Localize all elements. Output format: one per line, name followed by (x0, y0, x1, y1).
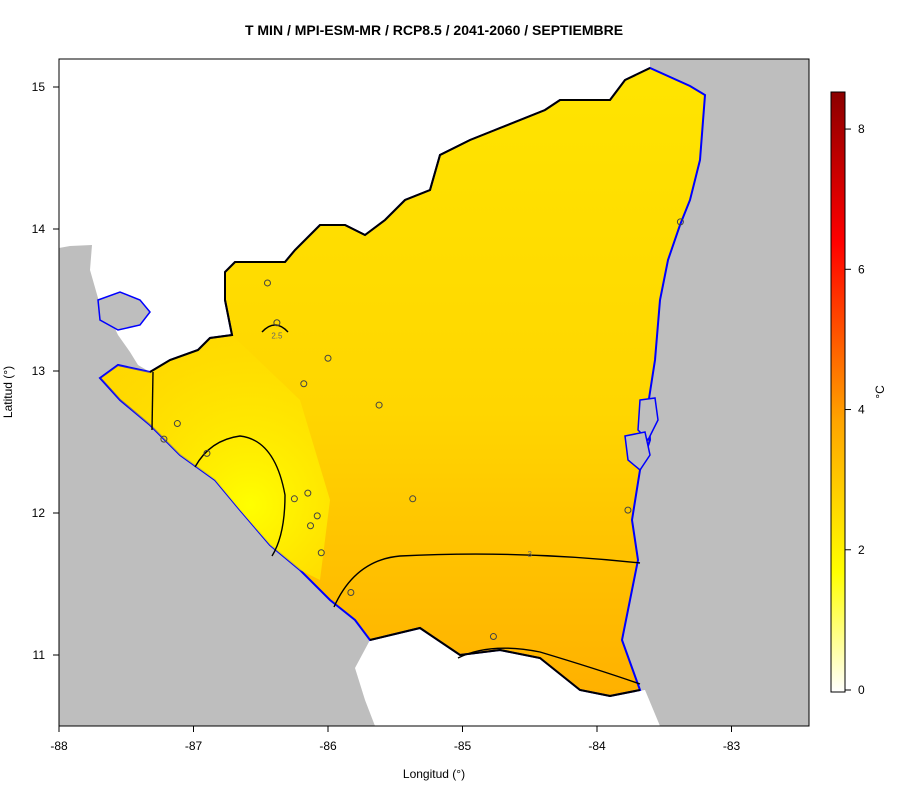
x-tick-label: -85 (454, 739, 472, 753)
station-marker (676, 218, 684, 226)
station-marker (263, 279, 271, 287)
x-tick-label: -84 (588, 739, 606, 753)
station-marker (624, 506, 632, 514)
station-marker (409, 495, 417, 503)
station-marker (304, 489, 312, 497)
contour-label: 3 (528, 550, 533, 559)
y-tick-label: 11 (33, 648, 46, 662)
station-marker (300, 380, 308, 388)
x-tick-label: -87 (185, 739, 203, 753)
station-marker (290, 495, 298, 503)
station-marker (375, 401, 383, 409)
honduras-unfilled-area (59, 59, 650, 372)
contour-label: 2.5 (271, 332, 283, 341)
pearl-lagoon (624, 431, 651, 472)
y-tick-label: 15 (32, 80, 46, 94)
contour-2p5-west (194, 435, 286, 557)
lake-managua (97, 291, 151, 331)
contour-3-south (333, 553, 641, 608)
x-axis-ticks: -88 -87 -86 -85 -84 -83 (50, 726, 740, 753)
y-tick-label: 14 (32, 222, 46, 236)
colorbar-tick-label: 4 (858, 403, 865, 417)
station-marker (489, 633, 497, 641)
station-marker (347, 589, 355, 597)
x-tick-label: -83 (723, 739, 741, 753)
contour-border-west (151, 371, 154, 431)
costa-rica-unfilled-area (355, 628, 660, 726)
plot-frame (58, 58, 810, 727)
y-tick-label: 12 (32, 506, 46, 520)
caribbean-lagoon (637, 397, 659, 442)
colorbar-tick-label: 0 (858, 683, 865, 697)
x-axis-label: Longitud (°) (403, 767, 465, 781)
station-marker (203, 449, 211, 457)
station-marker (317, 549, 325, 557)
cool-anomaly-shading (100, 335, 330, 580)
contour-lines (151, 324, 641, 685)
y-tick-label: 13 (32, 364, 46, 378)
station-marker (173, 420, 181, 428)
colorbar-tick-label: 2 (858, 543, 865, 557)
station-marker (324, 354, 332, 362)
y-axis-label: Latitud (°) (1, 366, 15, 418)
honduras-border (149, 67, 651, 373)
colorbar-unit: °C (873, 385, 887, 399)
colorbar-tick-label: 8 (858, 122, 865, 136)
contour-3p5-south (457, 647, 641, 685)
station-marker (273, 319, 281, 327)
colorbar (830, 91, 846, 693)
station-markers (160, 218, 684, 641)
map-title: T MIN / MPI-ESM-MR / RCP8.5 / 2041-2060 … (245, 22, 623, 38)
x-tick-label: -86 (319, 739, 337, 753)
colorbar-ticks: 0 2 4 6 8 (845, 122, 865, 697)
x-tick-label: -88 (50, 739, 68, 753)
station-marker (313, 512, 321, 520)
station-marker (160, 435, 168, 443)
y-axis-ticks: 11 12 13 14 15 (32, 80, 59, 662)
station-marker (307, 522, 315, 530)
colorbar-tick-label: 6 (858, 262, 865, 276)
costa-rica-border (369, 626, 641, 698)
